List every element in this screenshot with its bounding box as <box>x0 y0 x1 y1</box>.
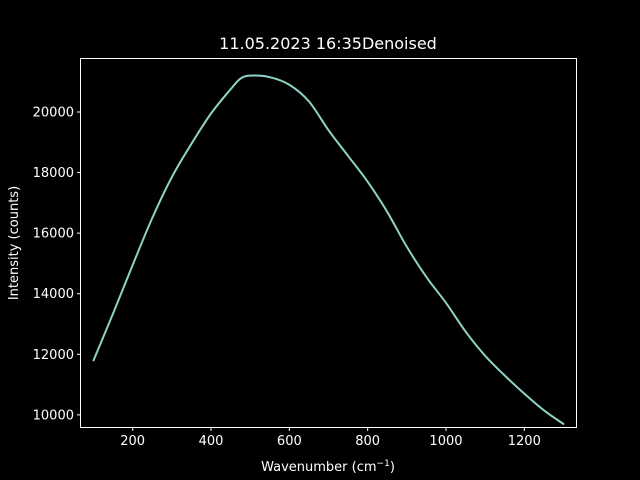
x-tick-label: 800 <box>355 434 380 449</box>
x-axis-label-suffix: ) <box>390 460 395 475</box>
x-tick-label: 600 <box>277 434 302 449</box>
x-axis-label: Wavenumber (cm−1) <box>261 459 395 475</box>
x-tick-label: 1200 <box>508 434 541 449</box>
x-tick-label: 1000 <box>429 434 462 449</box>
x-axis-label-text: Wavenumber (cm <box>261 460 376 475</box>
y-tick-label: 20000 <box>33 106 74 121</box>
y-axis-label: Intensity (counts) <box>7 186 22 300</box>
y-tick-label: 16000 <box>33 227 74 242</box>
y-tick-label: 18000 <box>33 166 74 181</box>
y-tick-label: 10000 <box>33 408 74 423</box>
plot-area <box>92 74 565 425</box>
series-line <box>92 74 565 425</box>
plot-frame <box>80 58 577 428</box>
y-axis: 10000 12000 14000 16000 18000 20000 <box>33 106 81 423</box>
x-axis: 200 400 600 800 1000 1200 <box>120 427 541 449</box>
x-tick-label: 400 <box>199 434 224 449</box>
y-tick-label: 14000 <box>33 287 74 302</box>
x-tick-label: 200 <box>120 434 145 449</box>
chart-title: 11.05.2023 16:35Denoised <box>219 34 437 53</box>
y-tick-label: 12000 <box>33 348 74 363</box>
x-axis-label-superscript: −1 <box>377 459 390 469</box>
